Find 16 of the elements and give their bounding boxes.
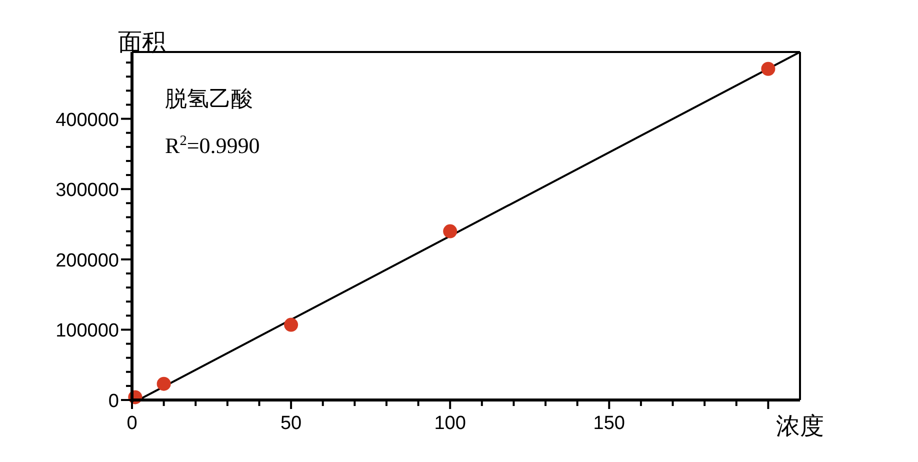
x-tick-label: 50 [280, 413, 302, 434]
y-tick-label: 0 [108, 391, 119, 412]
x-tick-label: 0 [126, 413, 138, 434]
point [443, 224, 458, 238]
x-tick-label: 100 [434, 413, 466, 434]
point [761, 62, 776, 76]
point [284, 318, 298, 332]
x-axis-title: 浓度 [776, 413, 824, 440]
y-tick-label: 400000 [56, 110, 119, 131]
y-tick-label: 300000 [56, 180, 119, 202]
point [156, 376, 171, 391]
y-tick-label: 100000 [56, 320, 119, 342]
y-tick-label: 200000 [56, 250, 119, 272]
x-tick-label: 150 [593, 413, 625, 434]
annotation: R$^{2}$=0.9990 [165, 133, 260, 158]
annotation: 脱氢乙酸 [165, 86, 253, 111]
